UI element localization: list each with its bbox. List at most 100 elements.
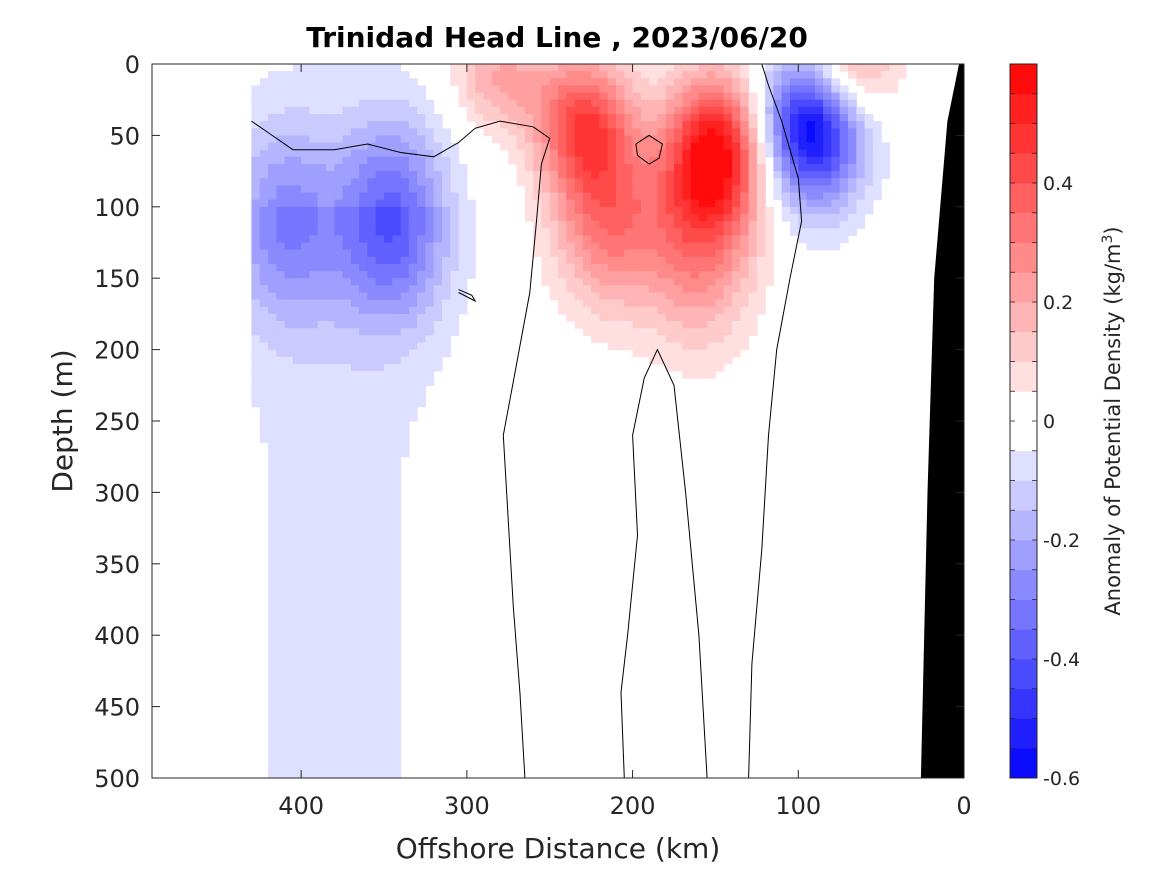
field-cell (309, 763, 319, 772)
field-cell (508, 64, 518, 72)
field-cell (748, 171, 758, 179)
field-cell (408, 192, 418, 201)
field-cell (301, 313, 310, 322)
field-cell (491, 99, 501, 108)
field-cell (690, 156, 700, 165)
field-cell (524, 206, 534, 215)
field-cell (831, 228, 841, 236)
field-cell (806, 78, 816, 86)
field-cell (814, 235, 824, 244)
field-cell (301, 235, 310, 244)
field-cell (342, 399, 352, 408)
field-cell (251, 213, 261, 222)
field-cell (483, 85, 493, 94)
field-cell (475, 92, 484, 101)
field-cell (549, 171, 559, 179)
field-cell (400, 213, 410, 222)
field-cell (682, 99, 692, 108)
field-cell (624, 185, 634, 194)
field-cell (632, 263, 642, 272)
field-cell (367, 342, 377, 351)
field-cell (384, 185, 393, 194)
field-cell (674, 363, 683, 372)
field-cell (301, 185, 310, 194)
field-cell (607, 114, 617, 122)
field-cell (732, 249, 741, 258)
field-cell (326, 235, 335, 244)
field-cell (657, 121, 667, 129)
field-cell (740, 213, 750, 222)
field-cell (839, 192, 849, 201)
field-cell (748, 221, 758, 229)
field-cell (616, 99, 625, 108)
field-cell (326, 135, 335, 144)
field-cell (292, 692, 302, 700)
field-cell (276, 421, 286, 429)
field-cell (442, 221, 451, 229)
field-cell (317, 756, 327, 765)
field-cell (359, 199, 368, 208)
field-cell (276, 356, 286, 365)
field-cell (375, 385, 385, 393)
field-cell (350, 92, 360, 101)
field-cell (649, 164, 658, 172)
field-cell (334, 442, 344, 451)
field-cell (582, 271, 592, 279)
field-cell (292, 542, 302, 551)
field-cell (682, 213, 692, 222)
field-cell (599, 249, 609, 258)
field-cell (549, 114, 559, 122)
field-cell (574, 121, 584, 129)
field-cell (359, 285, 368, 293)
field-cell (342, 278, 352, 286)
field-cell (582, 78, 592, 86)
field-cell (384, 114, 393, 122)
field-cell (425, 278, 435, 286)
field-cell (657, 356, 667, 365)
field-cell (342, 206, 352, 215)
field-cell (384, 471, 393, 479)
field-cell (707, 71, 716, 79)
field-cell (806, 121, 816, 129)
field-cell (574, 249, 584, 258)
field-cell (326, 385, 335, 393)
field-cell (773, 78, 783, 86)
field-cell (723, 356, 733, 365)
field-cell (616, 199, 625, 208)
field-cell (790, 228, 799, 236)
field-cell (326, 742, 335, 750)
field-cell (375, 306, 385, 315)
field-cell (359, 213, 368, 222)
field-cell (292, 620, 302, 629)
field-cell (367, 78, 377, 86)
x-tick-label: 300 (444, 792, 490, 820)
field-cell (317, 699, 327, 708)
field-cell (732, 121, 741, 129)
field-cell (848, 128, 857, 136)
field-cell (665, 171, 675, 179)
field-cell (533, 121, 542, 129)
field-cell (831, 78, 841, 86)
field-cell (698, 221, 708, 229)
field-cell (350, 249, 360, 258)
field-cell (823, 78, 832, 86)
field-cell (317, 149, 327, 158)
field-cell (814, 135, 824, 144)
field-cell (309, 585, 319, 593)
field-cell (814, 99, 824, 108)
field-cell (392, 528, 402, 536)
field-cell (806, 99, 816, 108)
field-cell (640, 106, 650, 115)
field-cell (665, 135, 675, 144)
field-cell (301, 164, 310, 172)
field-cell (516, 171, 526, 179)
colorbar-segment (1010, 450, 1037, 481)
field-cell (309, 378, 319, 386)
field-cell (582, 199, 592, 208)
field-cell (259, 285, 269, 293)
field-cell (839, 185, 849, 194)
field-cell (268, 292, 277, 301)
field-cell (649, 263, 658, 272)
field-cell (566, 78, 576, 86)
field-cell (359, 578, 368, 586)
